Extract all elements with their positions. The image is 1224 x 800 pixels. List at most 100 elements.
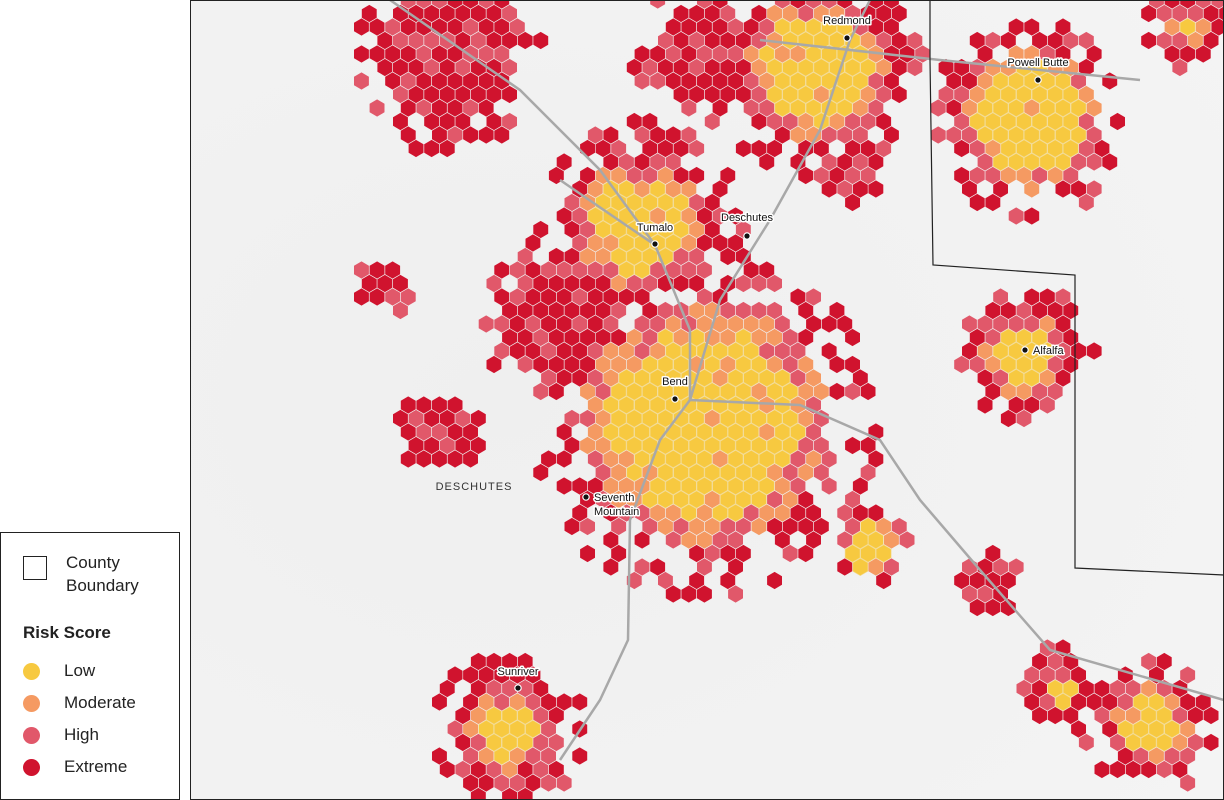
risk-hex <box>548 706 564 725</box>
risk-hex <box>572 342 588 360</box>
risk-hex <box>836 99 853 117</box>
risk-hex <box>470 31 486 50</box>
risk-hex <box>634 153 650 171</box>
risk-hex <box>868 180 884 198</box>
risk-hex <box>556 288 572 306</box>
risk-hex <box>1086 99 1102 117</box>
risk-hex <box>1164 747 1180 765</box>
risk-hex <box>556 315 572 333</box>
risk-hex <box>766 382 783 401</box>
risk-hex <box>728 531 743 549</box>
risk-hex <box>790 45 806 63</box>
risk-hex <box>564 193 580 212</box>
place-dot <box>843 34 851 42</box>
risk-hex <box>1055 693 1071 711</box>
risk-hex <box>1141 679 1157 698</box>
risk-hex <box>813 166 829 185</box>
risk-hex <box>595 490 611 509</box>
risk-hex <box>1008 396 1024 414</box>
risk-hex <box>533 760 549 779</box>
risk-hex <box>564 409 580 428</box>
risk-hex <box>743 369 759 387</box>
risk-hex <box>595 301 611 320</box>
risk-hex <box>517 328 533 347</box>
risk-hex <box>587 450 603 468</box>
risk-hex <box>603 315 619 333</box>
risk-hex <box>470 679 486 698</box>
hex-layer <box>354 0 1224 800</box>
risk-hex <box>704 436 721 455</box>
risk-hex <box>400 288 416 306</box>
risk-hex <box>400 0 416 9</box>
risk-hex <box>548 355 564 374</box>
risk-hex <box>642 328 658 347</box>
risk-hex <box>626 193 643 212</box>
risk-hex <box>354 18 369 36</box>
risk-hex <box>728 207 743 225</box>
risk-hex <box>985 85 1001 104</box>
risk-hex <box>712 0 728 9</box>
place-label: Sunriver <box>498 666 539 678</box>
risk-hex <box>868 72 884 90</box>
risk-hex <box>673 274 689 293</box>
risk-hex <box>1047 679 1063 698</box>
county-label: DESCHUTES <box>436 481 513 493</box>
place-label: Bend <box>662 376 688 388</box>
risk-hex <box>533 382 549 401</box>
risk-hex <box>416 18 432 36</box>
risk-hex <box>845 139 860 158</box>
risk-hex <box>790 153 806 171</box>
risk-hex <box>704 544 720 563</box>
risk-hex <box>852 477 868 495</box>
risk-hex <box>572 261 588 279</box>
risk-hex <box>478 18 494 36</box>
risk-hex <box>876 4 892 23</box>
risk-hex <box>985 544 1001 563</box>
risk-hex <box>556 774 572 792</box>
risk-hex <box>743 477 759 495</box>
risk-hex <box>385 288 401 306</box>
risk-hex <box>595 382 611 401</box>
risk-hex <box>463 720 478 738</box>
risk-hex <box>1172 706 1188 725</box>
risk-hex <box>969 166 985 185</box>
risk-hex <box>727 477 744 495</box>
risk-hex <box>1031 58 1048 77</box>
risk-hex <box>1031 328 1048 347</box>
risk-hex <box>439 58 455 77</box>
risk-hex <box>1188 31 1203 50</box>
risk-hex <box>650 153 666 171</box>
risk-hex <box>634 45 650 63</box>
risk-hex <box>610 193 627 212</box>
risk-hex <box>727 423 744 441</box>
risk-hex <box>603 288 619 306</box>
risk-hex <box>1047 706 1063 725</box>
risk-hex <box>665 234 682 252</box>
risk-hex <box>541 342 556 360</box>
risk-hex <box>962 315 977 333</box>
risk-hex <box>408 139 424 158</box>
risk-hex <box>969 571 985 590</box>
risk-hex <box>478 99 494 117</box>
risk-hex <box>821 450 837 468</box>
risk-hex <box>494 0 510 9</box>
risk-hex <box>393 31 408 50</box>
risk-hex <box>650 342 666 360</box>
risk-hex <box>1024 288 1040 306</box>
risk-hex <box>1047 301 1063 320</box>
risk-hex <box>837 180 853 198</box>
risk-hex <box>1016 112 1032 131</box>
risk-hex <box>580 355 595 374</box>
risk-hex <box>798 490 814 509</box>
place-label: Redmond <box>823 15 871 27</box>
risk-hex <box>1000 409 1016 428</box>
risk-hex <box>369 288 385 306</box>
risk-hex <box>619 153 634 171</box>
risk-hex <box>985 166 1001 185</box>
risk-hex <box>1039 396 1055 414</box>
risk-hex <box>439 85 455 104</box>
risk-hex <box>1024 180 1040 198</box>
risk-hex <box>845 4 860 23</box>
risk-hex <box>665 45 681 63</box>
risk-hex <box>610 382 627 401</box>
